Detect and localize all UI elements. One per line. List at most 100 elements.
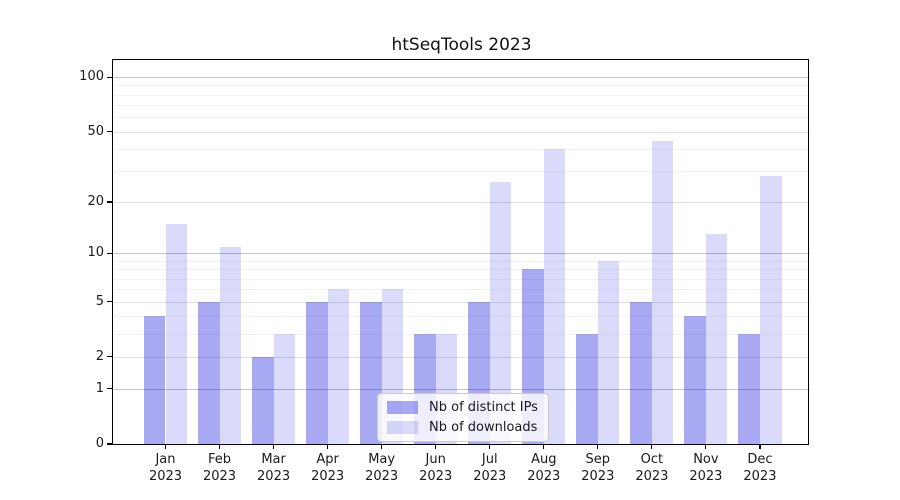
- legend-item-distinct-ips: Nb of distinct IPs: [387, 399, 538, 416]
- chart-title: htSeqTools 2023: [391, 35, 532, 55]
- legend-label-distinct-ips: Nb of distinct IPs: [429, 400, 538, 415]
- bar-distinct-ips-sep: [576, 333, 598, 444]
- x-tick-year: 2023: [689, 469, 723, 484]
- bar-distinct-ips-nov: [684, 316, 706, 444]
- x-tick-month: Oct: [640, 452, 664, 467]
- bar-downloads-dec: [759, 176, 782, 444]
- y-axis-tick-label: 2: [95, 348, 104, 364]
- y-axis-tick-label: 10: [87, 245, 104, 261]
- bar-distinct-ips-mar: [251, 356, 274, 444]
- y-axis-tick: [107, 388, 113, 390]
- bar-downloads-sep: [597, 261, 620, 444]
- gridline-minor: [113, 148, 810, 150]
- x-axis-tick-label: May 2023: [352, 451, 412, 485]
- bar-distinct-ips-jan: [143, 316, 166, 444]
- legend-label-downloads: Nb of downloads: [429, 420, 538, 435]
- x-axis-tick: [651, 444, 653, 449]
- x-axis-tick: [164, 444, 167, 449]
- x-tick-year: 2023: [257, 469, 291, 484]
- legend-swatch-downloads: [387, 421, 418, 434]
- x-axis-tick-label: Mar 2023: [244, 451, 304, 485]
- gridline-minor: [113, 171, 810, 173]
- gridline-minor: [113, 117, 810, 119]
- y-axis-tick-label: 0: [95, 436, 104, 451]
- x-tick-year: 2023: [635, 469, 669, 484]
- x-axis-tick: [272, 444, 275, 449]
- gridline-minor: [113, 261, 810, 262]
- x-axis-tick-label: Sep 2023: [568, 451, 628, 485]
- bar-distinct-ips-apr: [306, 301, 328, 444]
- y-axis-tick-label: 50: [87, 123, 104, 139]
- bar-downloads-oct: [651, 141, 674, 444]
- legend-item-downloads: Nb of downloads: [387, 419, 538, 436]
- x-tick-month: May: [368, 452, 396, 467]
- bar-downloads-apr: [327, 289, 350, 444]
- x-axis-tick: [327, 444, 329, 449]
- y-axis-tick-label: 20: [87, 194, 104, 210]
- bar-downloads-jul: [489, 182, 512, 444]
- x-tick-month: Nov: [693, 452, 719, 467]
- y-axis-tick: [107, 130, 113, 133]
- x-axis-tick-label: Feb 2023: [190, 451, 250, 485]
- x-tick-year: 2023: [419, 469, 453, 484]
- x-axis-tick-label: Apr 2023: [298, 451, 358, 485]
- x-tick-month: Apr: [316, 452, 339, 467]
- legend: Nb of distinct IPs Nb of downloads: [377, 393, 549, 442]
- x-tick-year: 2023: [473, 469, 507, 484]
- bar-distinct-ips-oct: [630, 301, 652, 444]
- gridline-major: [113, 388, 810, 390]
- gridline-minor: [113, 94, 810, 96]
- bar-downloads-nov: [705, 234, 728, 444]
- y-axis-tick: [107, 76, 113, 78]
- x-axis-tick-label: Jul 2023: [460, 451, 520, 485]
- x-axis-tick-label: Oct 2023: [622, 451, 682, 485]
- bar-distinct-ips-feb: [197, 301, 220, 444]
- x-tick-year: 2023: [202, 469, 237, 484]
- x-axis-tick-label: Jun 2023: [406, 451, 466, 485]
- gridline-major: [113, 77, 810, 79]
- x-tick-year: 2023: [581, 469, 615, 484]
- x-tick-year: 2023: [365, 469, 399, 484]
- y-axis-tick: [107, 300, 113, 303]
- x-axis-tick: [705, 444, 707, 449]
- x-axis-tick-label: Jan 2023: [136, 451, 196, 485]
- x-axis-tick: [435, 444, 437, 449]
- bar-downloads-aug: [543, 148, 566, 444]
- x-tick-month: Sep: [585, 452, 611, 467]
- y-axis-tick-label: 100: [79, 69, 104, 85]
- x-tick-month: Dec: [747, 452, 773, 467]
- gridline-minor: [113, 85, 810, 87]
- y-axis-tick: [107, 443, 113, 445]
- gridline-minor: [113, 333, 810, 335]
- y-axis-tick: [107, 252, 113, 254]
- gridline-major: [113, 253, 810, 255]
- x-tick-year: 2023: [743, 469, 777, 484]
- bar-downloads-jan: [165, 223, 188, 444]
- y-axis-tick: [107, 356, 113, 358]
- bar-downloads-feb: [219, 246, 242, 444]
- y-axis-tick-label: 1: [95, 380, 104, 396]
- gridline: [113, 356, 810, 358]
- x-tick-year: 2023: [311, 469, 345, 484]
- gridline: [113, 202, 810, 204]
- gridline: [113, 301, 810, 303]
- x-axis-tick-label: Dec 2023: [730, 451, 790, 485]
- x-tick-month: Mar: [261, 452, 286, 467]
- legend-swatch-distinct-ips: [387, 401, 418, 414]
- x-axis-tick: [489, 444, 491, 449]
- y-axis-tick-label: 5: [95, 293, 104, 309]
- gridline-minor: [113, 289, 810, 291]
- x-tick-month: Jan: [155, 452, 176, 467]
- gridline: [113, 131, 810, 133]
- gridline-minor: [113, 278, 810, 280]
- x-tick-month: Feb: [208, 452, 232, 467]
- x-axis-tick-label: Aug 2023: [514, 451, 574, 485]
- x-tick-year: 2023: [148, 469, 183, 484]
- x-axis-tick: [759, 444, 761, 449]
- x-tick-month: Aug: [531, 452, 557, 467]
- x-tick-month: Jun: [425, 452, 446, 467]
- gridline-minor: [113, 105, 810, 107]
- y-axis-tick: [107, 201, 113, 203]
- bar-distinct-ips-dec: [738, 333, 760, 444]
